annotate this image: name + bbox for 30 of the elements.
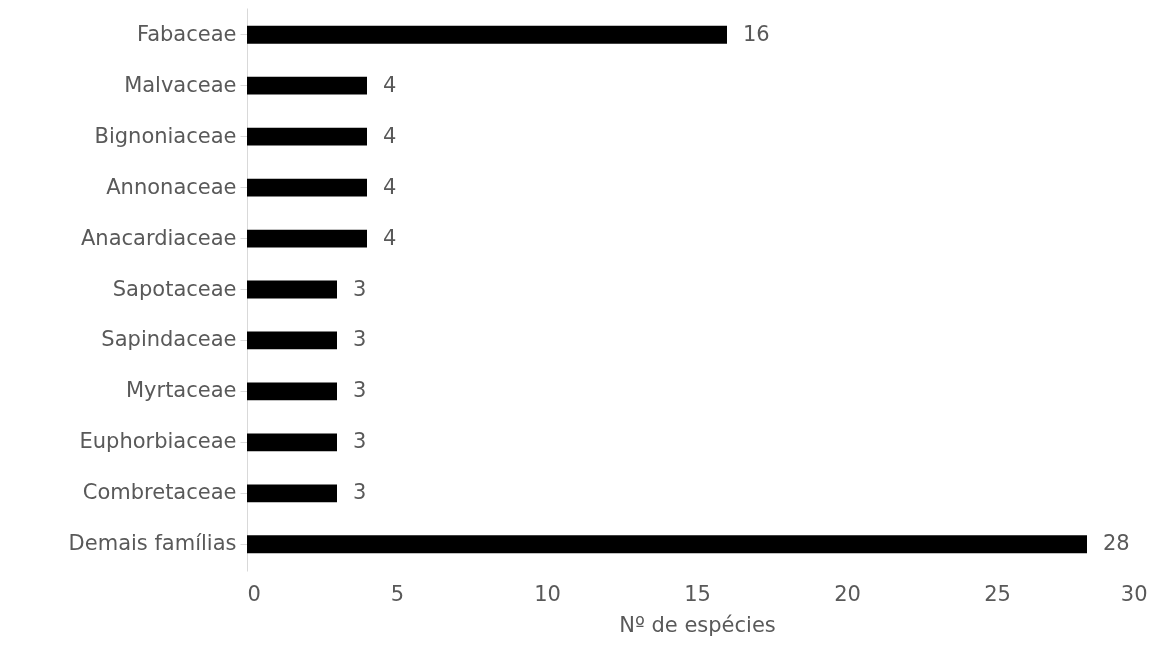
data-label: 16 <box>743 21 770 46</box>
x-tick-label: 25 <box>984 581 1011 606</box>
data-label: 3 <box>353 429 367 454</box>
x-tick-label: 0 <box>247 581 261 606</box>
y-tick-label: Sapindaceae <box>101 327 237 352</box>
y-tick-label: Euphorbiaceae <box>79 429 237 454</box>
x-tick-label: 20 <box>834 581 861 606</box>
y-tick-label: Annonaceae <box>106 174 237 199</box>
data-label: 4 <box>383 72 397 97</box>
y-tick-label: Fabaceae <box>137 21 237 46</box>
y-tick-label: Combretaceae <box>82 480 237 505</box>
y-tick-label: Sapotaceae <box>112 276 237 301</box>
data-label: 28 <box>1103 531 1130 556</box>
x-tick-label: 15 <box>684 581 711 606</box>
y-tick-label: Malvaceae <box>124 72 237 97</box>
data-label: 3 <box>353 276 367 301</box>
data-label: 4 <box>383 123 397 148</box>
y-tick-label: Anacardiaceae <box>80 225 237 250</box>
data-label: 3 <box>353 327 367 352</box>
data-label: 4 <box>383 225 397 250</box>
data-label: 4 <box>383 174 397 199</box>
x-tick-label: 10 <box>534 581 561 606</box>
y-tick-label: Myrtaceae <box>125 378 237 403</box>
data-label: 3 <box>353 480 367 505</box>
x-tick-label: 30 <box>1120 581 1148 606</box>
y-tick-label: Demais famílias <box>68 531 237 556</box>
x-tick-label: 5 <box>390 581 405 606</box>
x-axis-title: Nº de espécies <box>619 612 776 637</box>
y-tick-label: Bignoniaceae <box>94 123 237 148</box>
data-label: 3 <box>353 378 367 403</box>
